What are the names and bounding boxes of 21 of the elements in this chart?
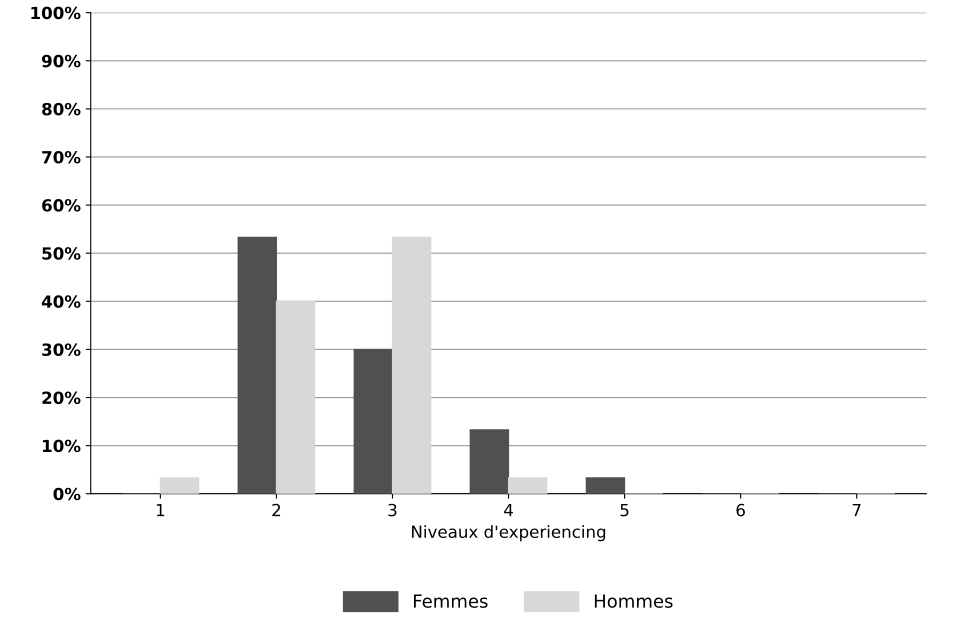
- x-tick-label: 3: [388, 504, 396, 516]
- y-tick-label: 10%: [42, 440, 80, 452]
- y-tick-label: 60%: [42, 199, 80, 212]
- y-tick-label: 30%: [42, 343, 80, 356]
- x-tick-label: 2: [272, 504, 280, 516]
- y-tick-label: 90%: [42, 54, 80, 68]
- y-tick-label: 20%: [42, 391, 80, 404]
- x-tick-label: 1: [156, 504, 164, 516]
- x-tick-label: 7: [852, 504, 861, 516]
- y-tick-label: 100%: [31, 6, 80, 20]
- y-tick-label: 80%: [42, 102, 80, 116]
- legend-label: Hommes: [594, 594, 673, 608]
- y-tick-label: 0%: [54, 488, 80, 500]
- x-tick-label: 6: [736, 504, 745, 516]
- y-tick-label: 70%: [42, 150, 80, 164]
- x-axis-title: Niveaux d'experiencing: [412, 525, 606, 542]
- legend-label: Femmes: [414, 594, 488, 608]
- x-tick-label: 5: [620, 504, 628, 516]
- x-tick-label: 4: [504, 504, 513, 516]
- y-tick-label: 50%: [42, 247, 80, 260]
- y-tick-label: 40%: [42, 295, 80, 308]
